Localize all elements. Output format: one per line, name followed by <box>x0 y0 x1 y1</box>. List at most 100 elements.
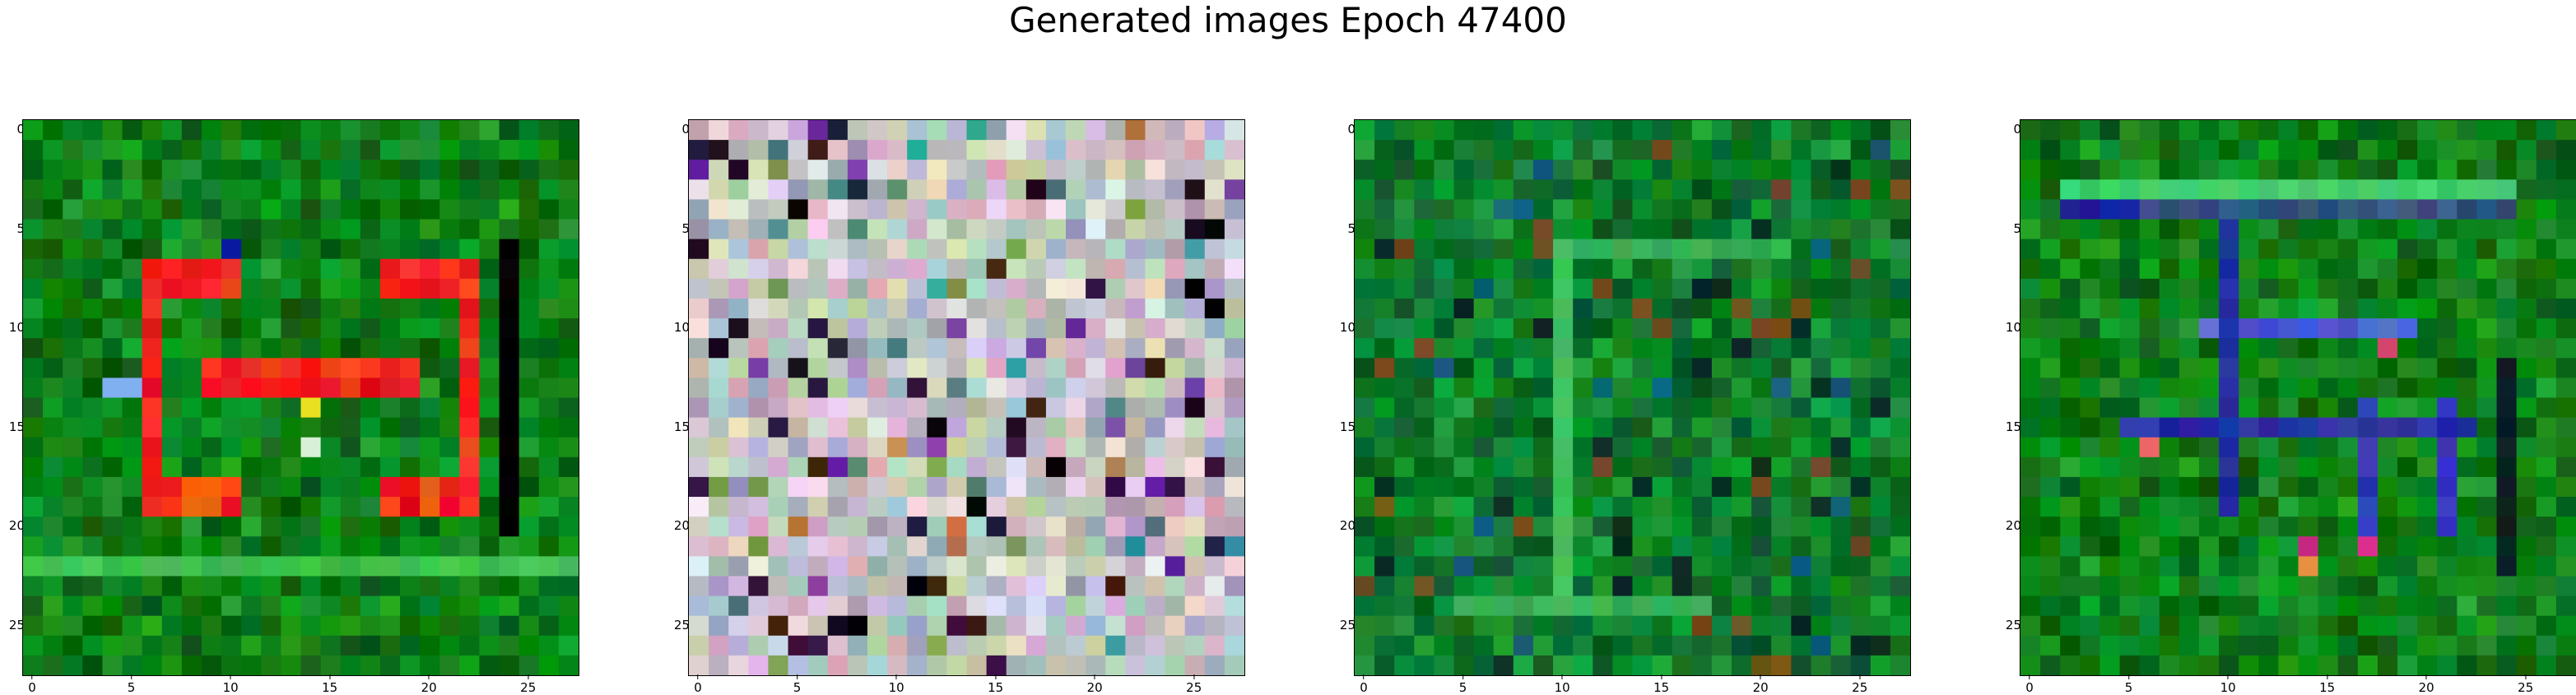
pixel-cell <box>1830 517 1852 537</box>
pixel-cell <box>748 378 769 398</box>
pixel-cell <box>2357 278 2378 299</box>
pixel-cell <box>63 635 83 656</box>
pixel-cell <box>261 517 281 537</box>
pixel-cell <box>1691 160 1713 180</box>
pixel-cell <box>1890 120 1910 141</box>
y-tick-label: 10 <box>673 320 690 336</box>
pixel-cell <box>1453 615 1475 637</box>
pixel-cell <box>867 258 888 280</box>
pixel-cell <box>1791 239 1811 260</box>
pixel-cell <box>1473 179 1495 200</box>
pixel-cell <box>966 239 988 260</box>
pixel-cell <box>2099 476 2121 498</box>
x-tick: 0 <box>28 674 36 694</box>
pixel-cell <box>2377 358 2398 378</box>
pixel-cell <box>122 120 143 141</box>
pixel-cell <box>2397 615 2418 637</box>
pixel-cell <box>2139 338 2160 359</box>
pixel-cell <box>946 497 967 517</box>
pixel-cell <box>360 338 381 359</box>
pixel-cell <box>161 536 183 557</box>
pixel-cell <box>23 160 44 180</box>
pixel-cell <box>1414 318 1434 339</box>
pixel-cell <box>2397 199 2418 220</box>
pixel-cell <box>2239 140 2259 160</box>
pixel-cell <box>23 615 44 637</box>
pixel-cell <box>1573 595 1593 617</box>
pixel-cell <box>63 318 83 339</box>
pixel-cell <box>518 536 540 557</box>
pixel-cell <box>439 120 460 141</box>
pixel-cell <box>2476 140 2498 160</box>
pixel-cell <box>827 140 849 160</box>
pixel-cell <box>1612 615 1633 637</box>
pixel-cell <box>689 536 709 557</box>
pixel-cell <box>281 655 301 675</box>
pixel-cell <box>907 595 928 617</box>
pixel-cell <box>2060 397 2081 419</box>
pixel-cell <box>201 160 222 180</box>
pixel-cell <box>728 199 749 220</box>
pixel-cell <box>1394 576 1415 597</box>
pixel-cell <box>1593 517 1613 537</box>
pixel-cell <box>400 497 421 517</box>
pixel-cell <box>807 140 829 160</box>
pixel-cell <box>1045 358 1067 378</box>
pixel-cell <box>538 179 560 200</box>
pixel-cell <box>788 140 809 160</box>
pixel-cell <box>1513 615 1534 637</box>
pixel-cell <box>2397 338 2418 359</box>
pixel-cell <box>261 576 281 597</box>
pixel-cell <box>1553 219 1574 240</box>
pixel-cell <box>827 160 849 180</box>
pixel-cell <box>201 258 222 280</box>
pixel-cell <box>927 199 947 220</box>
pixel-cell <box>2496 278 2518 299</box>
pixel-cell <box>2258 456 2279 478</box>
pixel-cell <box>847 437 868 458</box>
pixel-cell <box>2318 595 2339 617</box>
pixel-cell <box>1532 397 1554 419</box>
pixel-cell <box>2377 258 2398 280</box>
pixel-cell <box>768 120 789 141</box>
pixel-cell <box>1086 417 1106 438</box>
pixel-cell <box>1811 239 1832 260</box>
pixel-cell <box>1086 219 1106 240</box>
pixel-cell <box>261 655 281 675</box>
pixel-cell <box>360 358 381 378</box>
pixel-cell <box>420 179 440 200</box>
pixel-cell <box>300 219 322 240</box>
pixel-cell <box>1513 576 1534 597</box>
pixel-cell <box>499 160 520 180</box>
pixel-cell <box>142 437 163 458</box>
x-tick: 20 <box>421 674 437 694</box>
pixel-cell <box>2457 576 2477 597</box>
pixel-cell <box>1165 160 1186 180</box>
pixel-cell <box>1066 417 1086 438</box>
pixel-cell <box>2536 517 2557 537</box>
pixel-cell <box>1355 120 1375 141</box>
pixel-cell <box>122 358 143 378</box>
pixel-cell <box>1493 239 1514 260</box>
pixel-cell <box>927 318 947 339</box>
pixel-cell <box>927 397 947 419</box>
pixel-cell <box>102 140 123 160</box>
pixel-cell <box>360 576 381 597</box>
pixel-cell <box>1224 160 1244 180</box>
pixel-cell <box>420 378 440 398</box>
pixel-cell <box>43 595 63 617</box>
pixel-cell <box>2397 456 2418 478</box>
pixel-cell <box>1414 397 1434 419</box>
pixel-cell <box>300 556 322 577</box>
pixel-cell <box>1145 437 1166 458</box>
pixel-cell <box>788 576 809 597</box>
pixel-cell <box>2219 140 2239 160</box>
pixel-cell <box>201 655 222 675</box>
pixel-cell <box>2119 179 2141 200</box>
pixel-cell <box>2555 318 2576 339</box>
pixel-cell <box>1811 298 1832 319</box>
pixel-cell <box>1890 199 1910 220</box>
pixel-cell <box>1434 160 1455 180</box>
pixel-cell <box>1025 595 1047 617</box>
pixel-cell <box>1086 199 1106 220</box>
